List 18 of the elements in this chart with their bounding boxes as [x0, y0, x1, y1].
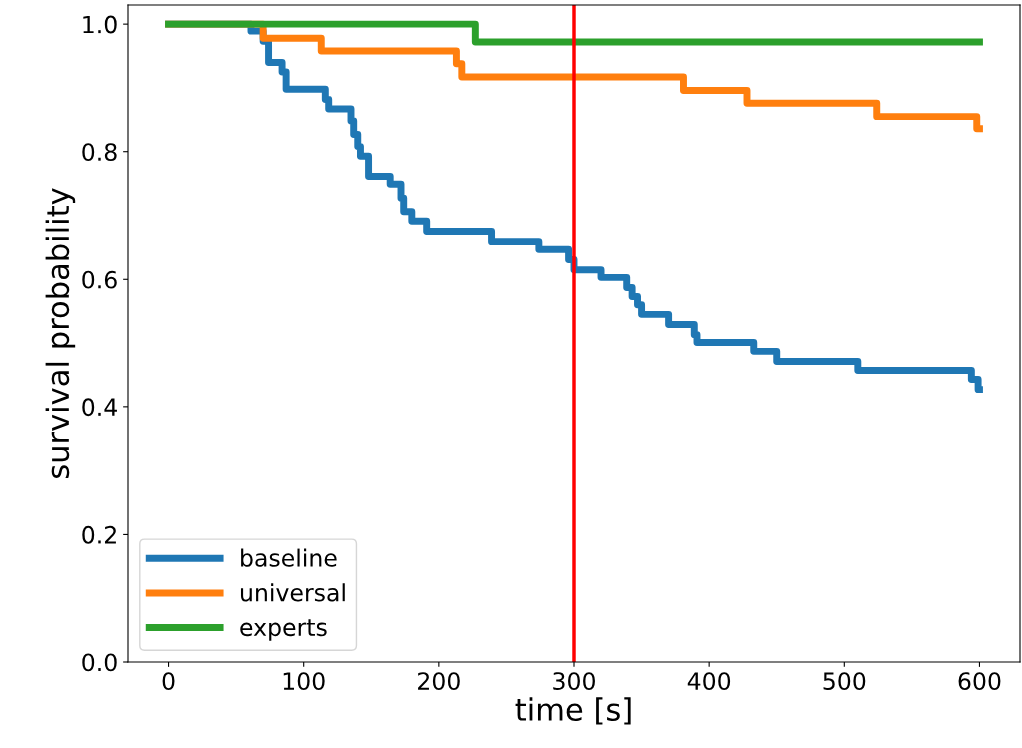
- legend-label: universal: [240, 583, 345, 602]
- y-tick-label: 0.2: [82, 525, 116, 544]
- x-tick-label: 100: [283, 672, 325, 690]
- legend-label: baseline: [241, 548, 337, 567]
- x-tick-label: 400: [687, 672, 731, 690]
- y-tick-label: 1.0: [83, 15, 117, 34]
- x-tick-label: 500: [823, 672, 866, 690]
- legend-label: experts: [240, 619, 327, 641]
- y-tick-label: 0.8: [82, 143, 117, 162]
- x-tick-label: 200: [418, 672, 460, 690]
- y-axis-title: survival probability: [45, 188, 76, 479]
- x-tick-label: 600: [958, 672, 1001, 690]
- y-tick-label: 0.0: [82, 653, 117, 672]
- y-tick-label: 0.4: [82, 398, 117, 417]
- x-tick-label: 300: [553, 672, 595, 690]
- x-tick-label: 0: [162, 672, 175, 690]
- x-axis-title: time [s]: [515, 697, 631, 725]
- y-tick-label: 0.6: [82, 270, 117, 289]
